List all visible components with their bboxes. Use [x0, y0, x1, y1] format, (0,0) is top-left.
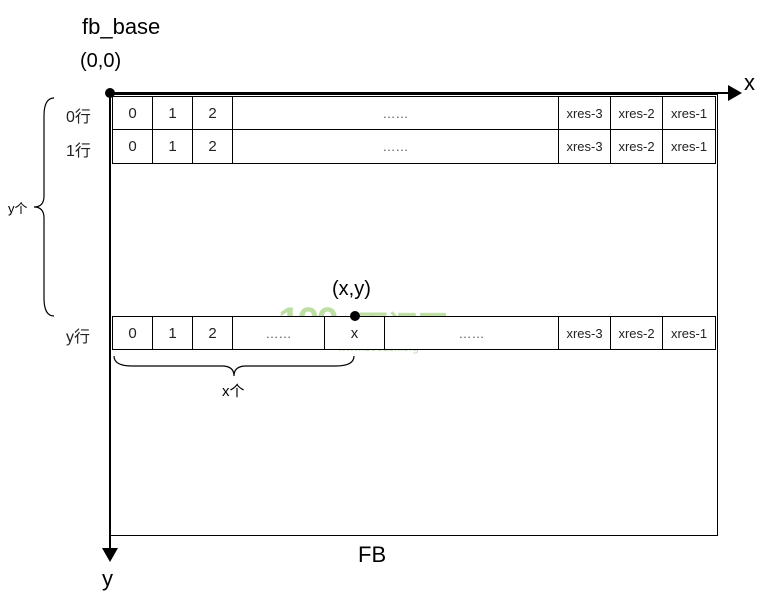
rowy-cell-0: 0 [113, 317, 153, 349]
xy-dot [350, 311, 360, 321]
origin-label: (0,0) [80, 50, 121, 73]
rowy-cell-2: 2 [193, 317, 233, 349]
x-brace-label: x个 [222, 380, 245, 401]
row0-cell-2: 2 [193, 97, 233, 129]
rowy-cell-e1: xres-1 [663, 317, 715, 349]
y-axis-arrow [102, 548, 118, 562]
row1-cell-e1: xres-1 [663, 130, 715, 163]
rowy-cell-1: 1 [153, 317, 193, 349]
row0-cell-e2: xres-2 [611, 97, 663, 129]
rowy: 0 1 2 …… x …… xres-3 xres-2 xres-1 [112, 316, 716, 350]
row1-ellipsis: …… [233, 130, 559, 163]
row1-cell-e3: xres-3 [559, 130, 611, 163]
row1-cell-2: 2 [193, 130, 233, 163]
xy-label: (x,y) [332, 278, 371, 301]
row1: 0 1 2 …… xres-3 xres-2 xres-1 [112, 130, 716, 164]
title-fb-base: fb_base [82, 14, 160, 40]
rowy-cell-e2: xres-2 [611, 317, 663, 349]
row0-label: 0行 [66, 103, 91, 127]
row0-cell-e3: xres-3 [559, 97, 611, 129]
row0-cell-e1: xres-1 [663, 97, 715, 129]
rowy-cell-x: x [325, 317, 385, 349]
row0: 0 1 2 …… xres-3 xres-2 xres-1 [112, 96, 716, 130]
x-axis-arrow [728, 85, 742, 101]
row1-label: 1行 [66, 137, 91, 161]
row1-cell-1: 1 [153, 130, 193, 163]
rowy-cell-e3: xres-3 [559, 317, 611, 349]
row0-ellipsis: …… [233, 97, 559, 129]
y-brace-label: y个 [8, 198, 28, 217]
row0-cell-1: 1 [153, 97, 193, 129]
x-brace [112, 352, 356, 382]
row0-cell-0: 0 [113, 97, 153, 129]
rowy-label: y行 [66, 323, 90, 347]
y-axis-label: y [102, 566, 113, 592]
x-axis-label: x [744, 70, 755, 96]
row1-cell-0: 0 [113, 130, 153, 163]
y-brace [30, 96, 60, 318]
row1-cell-e2: xres-2 [611, 130, 663, 163]
rowy-ellipsis-right: …… [385, 317, 559, 349]
rowy-ellipsis-left: …… [233, 317, 325, 349]
fb-label: FB [358, 542, 386, 568]
